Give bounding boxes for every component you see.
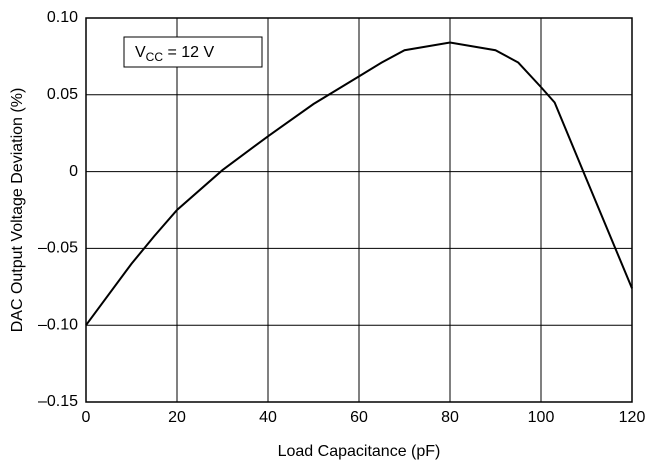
y-tick-label: 0 xyxy=(69,163,78,180)
x-tick-label: 0 xyxy=(82,409,91,426)
y-tick-label: –0.15 xyxy=(38,393,78,410)
plot-frame xyxy=(85,17,633,403)
y-tick-label: –0.10 xyxy=(38,316,78,333)
x-tick-label: 60 xyxy=(350,409,368,426)
x-axis-label: Load Capacitance (pF) xyxy=(278,443,441,460)
annotation-sub: CC xyxy=(146,50,164,64)
y-tick-label: 0.05 xyxy=(47,86,78,103)
annotation: VCC = 12 V xyxy=(135,44,214,64)
annotation-base: V xyxy=(135,44,146,61)
x-tick-label: 120 xyxy=(619,409,646,426)
annotation-box xyxy=(123,36,263,68)
y-tick-label: 0.10 xyxy=(47,9,78,26)
data-line xyxy=(85,41,633,326)
x-tick-label: 40 xyxy=(259,409,277,426)
x-tick-label: 100 xyxy=(528,409,555,426)
x-tick-label: 80 xyxy=(441,409,459,426)
x-tick-label: 20 xyxy=(168,409,186,426)
y-axis-label: DAC Output Voltage Deviation (%) xyxy=(9,88,26,333)
annotation-rest: = 12 V xyxy=(163,44,214,61)
y-tick-label: –0.05 xyxy=(38,240,78,257)
